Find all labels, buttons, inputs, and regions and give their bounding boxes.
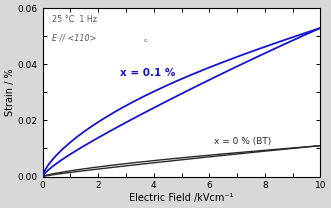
Text: x = 0 % (BT): x = 0 % (BT)	[214, 137, 271, 146]
Text: E // <110>: E // <110>	[52, 33, 97, 43]
Text: 25 °C  1 Hz: 25 °C 1 Hz	[52, 15, 97, 24]
Text: x = 0.1 %: x = 0.1 %	[120, 68, 176, 78]
Text: c: c	[143, 38, 147, 43]
X-axis label: Electric Field /kVcm⁻¹: Electric Field /kVcm⁻¹	[129, 193, 234, 203]
Y-axis label: Strain / %: Strain / %	[5, 69, 15, 116]
